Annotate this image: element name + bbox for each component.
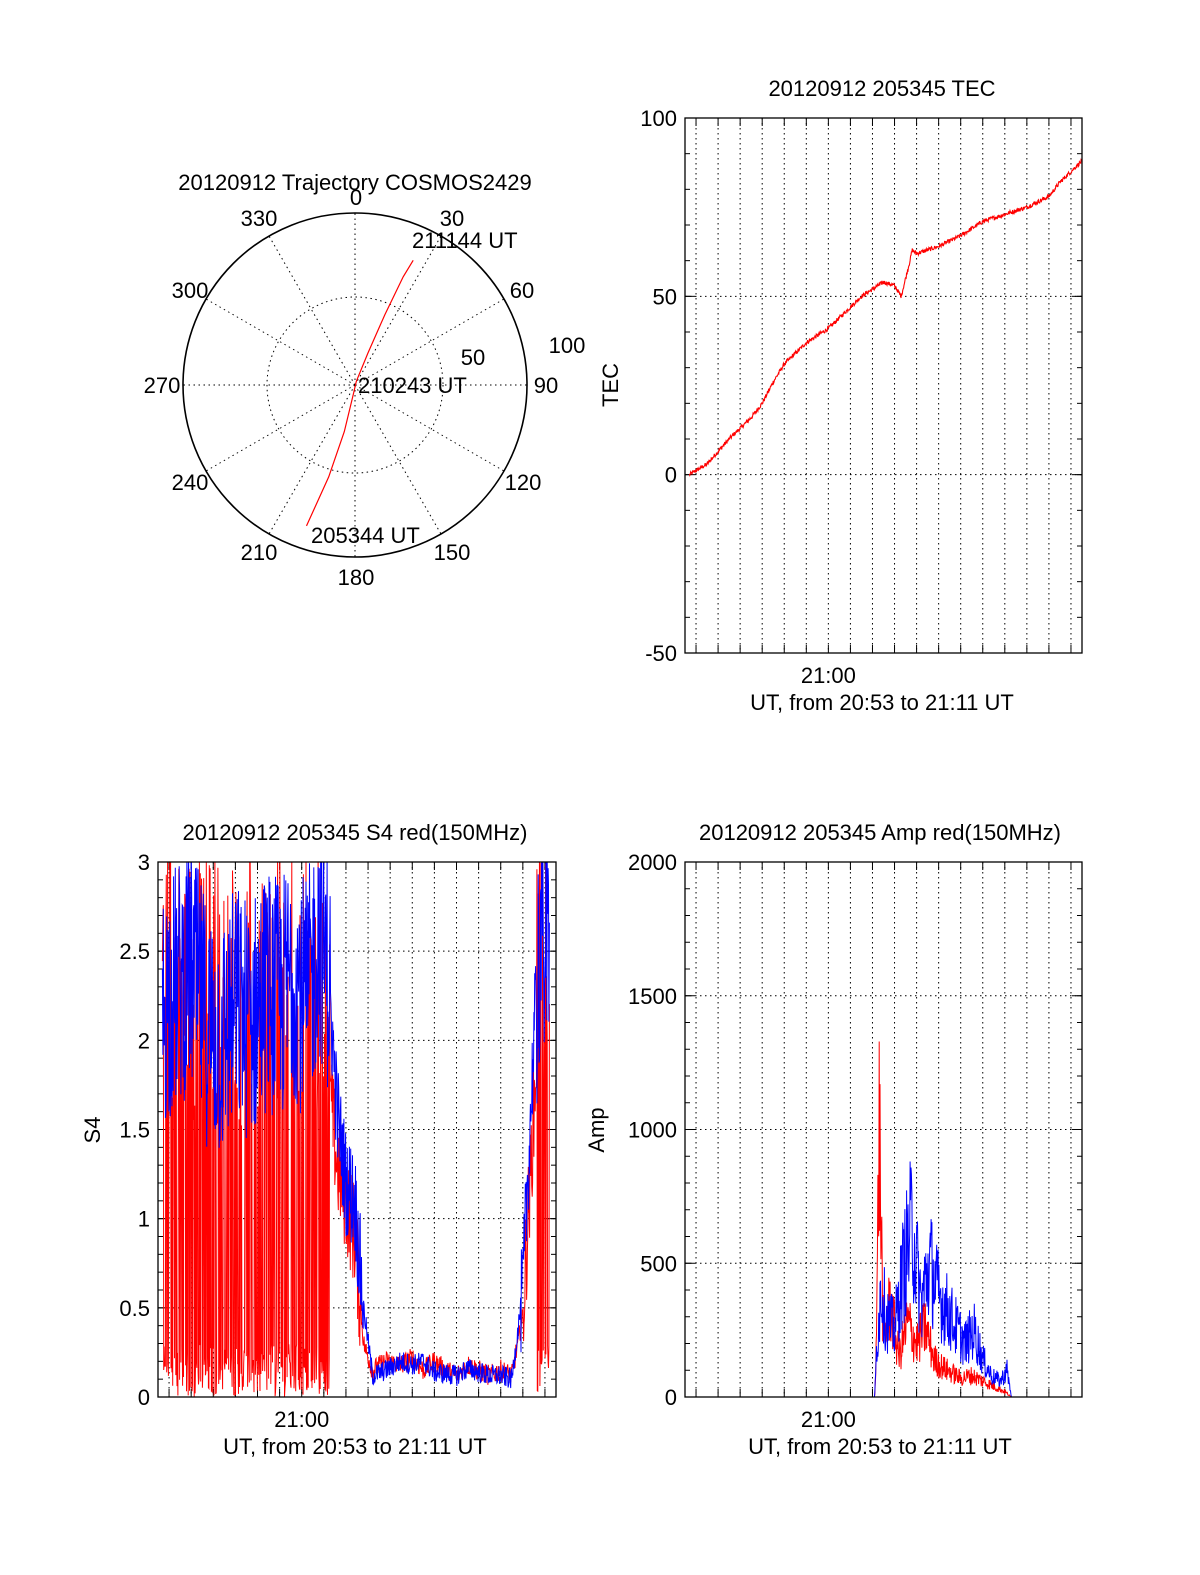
tec-ylabel: TEC	[598, 363, 623, 407]
trajectory-time-label: 205344 UT	[311, 523, 420, 548]
s4-ylabel: S4	[80, 1117, 105, 1144]
tec-data	[688, 158, 1082, 477]
amp-ytick-label: 0	[665, 1385, 677, 1410]
azimuth-label: 30	[440, 206, 464, 231]
polar-outer-circle	[182, 212, 528, 558]
azimuth-label: 210	[241, 540, 278, 565]
azimuth-label: 180	[338, 565, 375, 590]
amp-panel: 20120912 205345 Amp red(150MHz) UT, from…	[584, 820, 1083, 1459]
azimuth-label: 120	[505, 470, 542, 495]
polar-spoke	[354, 384, 442, 535]
azimuth-label: 90	[534, 373, 558, 398]
s4-panel: 20120912 205345 S4 red(150MHz) UT, from …	[80, 820, 557, 1459]
polar-spoke	[354, 235, 442, 386]
amp-ylabel: Amp	[584, 1107, 609, 1152]
polar-spoke	[268, 235, 356, 386]
amp-ytick-label: 1000	[628, 1118, 677, 1143]
s4-ytick-label: 2.5	[119, 939, 150, 964]
polar-labels: 0 30 60 90 120 150 180 210 240 270 300 330 50 100 2111…	[144, 185, 586, 590]
s4-ytick-label: 1	[138, 1207, 150, 1232]
tec-panel: 20120912 205345 TEC UT, from 20:53 to 21…	[598, 76, 1083, 715]
s4-xtick-label: 21:00	[274, 1407, 329, 1432]
tec-xlabel: UT, from 20:53 to 21:11 UT	[750, 690, 1014, 715]
tec-xtick-label: 21:00	[801, 663, 856, 688]
tec-title: 20120912 205345 TEC	[768, 76, 995, 101]
azimuth-label: 150	[434, 540, 471, 565]
polar-spoke	[268, 384, 356, 535]
trajectory-line	[305, 259, 414, 527]
s4-ytick-label: 3	[138, 850, 150, 875]
s4-series-line	[161, 862, 550, 1389]
tec-grid	[685, 117, 1082, 654]
s4-xlabel: UT, from 20:53 to 21:11 UT	[223, 1434, 487, 1459]
polar-spoke	[205, 384, 356, 472]
tec-ytick-label: 100	[640, 106, 677, 131]
s4-ytick-label: 0.5	[119, 1296, 150, 1321]
amp-plot-frame	[684, 861, 1083, 1398]
tec-ytick-label: 50	[653, 284, 677, 309]
amp-xtick-label: 21:00	[801, 1407, 856, 1432]
azimuth-label: 270	[144, 373, 181, 398]
trajectory-time-label: 211144 UT	[412, 228, 518, 253]
amp-ytick-label: 2000	[628, 850, 677, 875]
amp-data	[689, 1041, 1082, 1397]
polar-spoke	[354, 384, 505, 472]
azimuth-label: 330	[241, 206, 278, 231]
s4-ytick-label: 0	[138, 1385, 150, 1410]
polar-spoke	[205, 298, 356, 386]
amp-ytick-label: 500	[640, 1251, 677, 1276]
s4-title: 20120912 205345 S4 red(150MHz)	[183, 820, 528, 845]
trajectory-time-label: 210243 UT	[358, 373, 467, 398]
azimuth-label: 300	[172, 278, 209, 303]
azimuth-label: 0	[350, 185, 362, 210]
radial-label: 50	[461, 345, 485, 370]
polar-inner-circle	[266, 296, 444, 474]
s4-ytick-label: 2	[138, 1028, 150, 1053]
s4-data	[161, 862, 550, 1397]
amp-series-line	[689, 1161, 1082, 1397]
amp-xlabel: UT, from 20:53 to 21:11 UT	[748, 1434, 1012, 1459]
azimuth-label: 240	[172, 470, 209, 495]
amp-ytick-label: 1500	[628, 984, 677, 1009]
trajectory-title: 20120912 Trajectory COSMOS2429	[178, 170, 531, 195]
azimuth-label: 60	[510, 278, 534, 303]
tec-ytick-label: -50	[645, 641, 677, 666]
tec-series-line	[688, 158, 1082, 477]
s4-plot-frame	[157, 861, 557, 1398]
s4-ytick-label: 1.5	[119, 1118, 150, 1143]
polar-spoke	[354, 298, 505, 386]
tec-plot-frame	[684, 117, 1083, 654]
polar-grid	[182, 212, 528, 558]
amp-title: 20120912 205345 Amp red(150MHz)	[699, 820, 1061, 845]
trajectory-panel: 20120912 Trajectory COSMOS2429 0 30 60 90 12…	[144, 170, 586, 590]
polar-data	[305, 259, 414, 527]
tec-ytick-label: 0	[665, 463, 677, 488]
radial-label: 100	[549, 333, 586, 358]
